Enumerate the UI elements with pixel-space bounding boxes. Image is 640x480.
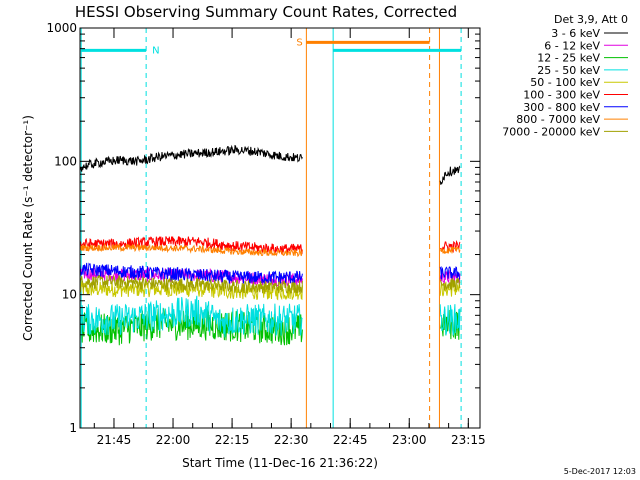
series-line-5-1 bbox=[439, 240, 461, 254]
series-800-7000keV bbox=[80, 242, 461, 258]
series-line-3-0 bbox=[80, 295, 303, 338]
legend-label: 3 - 6 keV bbox=[551, 27, 600, 40]
marker-label-N: N bbox=[152, 45, 159, 56]
chart-title: HESSI Observing Summary Count Rates, Cor… bbox=[75, 3, 457, 21]
x-tick-label: 23:15 bbox=[451, 433, 486, 447]
y-tick-label: 100 bbox=[54, 154, 77, 168]
series-line-6-0 bbox=[80, 262, 303, 285]
marker-label-S: S bbox=[296, 37, 302, 48]
x-tick-label: 23:00 bbox=[392, 433, 427, 447]
series-line-0-0 bbox=[80, 144, 303, 172]
x-tick-label: 21:45 bbox=[97, 433, 132, 447]
observing-markers bbox=[80, 28, 462, 428]
series-300-800keV bbox=[80, 262, 461, 285]
y-tick-label: 1 bbox=[69, 421, 77, 435]
y-axis-label: Corrected Count Rate (s⁻¹ detector⁻¹) bbox=[21, 115, 35, 341]
legend-label: 25 - 50 keV bbox=[537, 64, 600, 77]
x-tick-label: 22:30 bbox=[274, 433, 309, 447]
x-axis: 21:45 22:00 22:15 22:30 22:45 23:00 23:15 bbox=[93, 28, 486, 447]
series-line-8-1 bbox=[439, 277, 461, 291]
series-line-7-1 bbox=[439, 245, 461, 254]
series-line-8-0 bbox=[80, 274, 303, 294]
legend-header: Det 3,9, Att 0 bbox=[554, 13, 628, 26]
series-7000-20000keV bbox=[80, 274, 461, 294]
y-tick-label: 1000 bbox=[46, 21, 77, 35]
legend-label: 7000 - 20000 keV bbox=[502, 125, 600, 138]
series-line-0-1 bbox=[439, 165, 461, 185]
legend-label: 6 - 12 keV bbox=[544, 39, 600, 52]
x-tick-label: 22:15 bbox=[215, 433, 250, 447]
series-25-50keV bbox=[80, 295, 461, 338]
x-tick-label: 22:00 bbox=[156, 433, 191, 447]
legend-label: 50 - 100 keV bbox=[530, 76, 600, 89]
legend-label: 800 - 7000 keV bbox=[516, 113, 600, 126]
x-axis-label: Start Time (11-Dec-16 21:36:22) bbox=[182, 456, 378, 470]
x-tick-label: 22:45 bbox=[333, 433, 368, 447]
y-axis: 1 10 100 1000 bbox=[46, 21, 480, 435]
legend-label: 100 - 300 keV bbox=[523, 89, 600, 102]
series-3-6keV bbox=[80, 144, 461, 185]
y-tick-label: 10 bbox=[62, 288, 77, 302]
legend-label: 300 - 800 keV bbox=[523, 101, 600, 114]
series-line-3-1 bbox=[439, 304, 461, 336]
series-line-7-0 bbox=[80, 242, 303, 258]
series-line-6-1 bbox=[439, 265, 461, 281]
plot-frame bbox=[79, 27, 481, 429]
legend-label: 12 - 25 keV bbox=[537, 52, 600, 65]
series-layer bbox=[80, 144, 461, 346]
series-line-2-0 bbox=[80, 308, 303, 346]
generated-timestamp: 5-Dec-2017 12:03 bbox=[564, 467, 636, 476]
